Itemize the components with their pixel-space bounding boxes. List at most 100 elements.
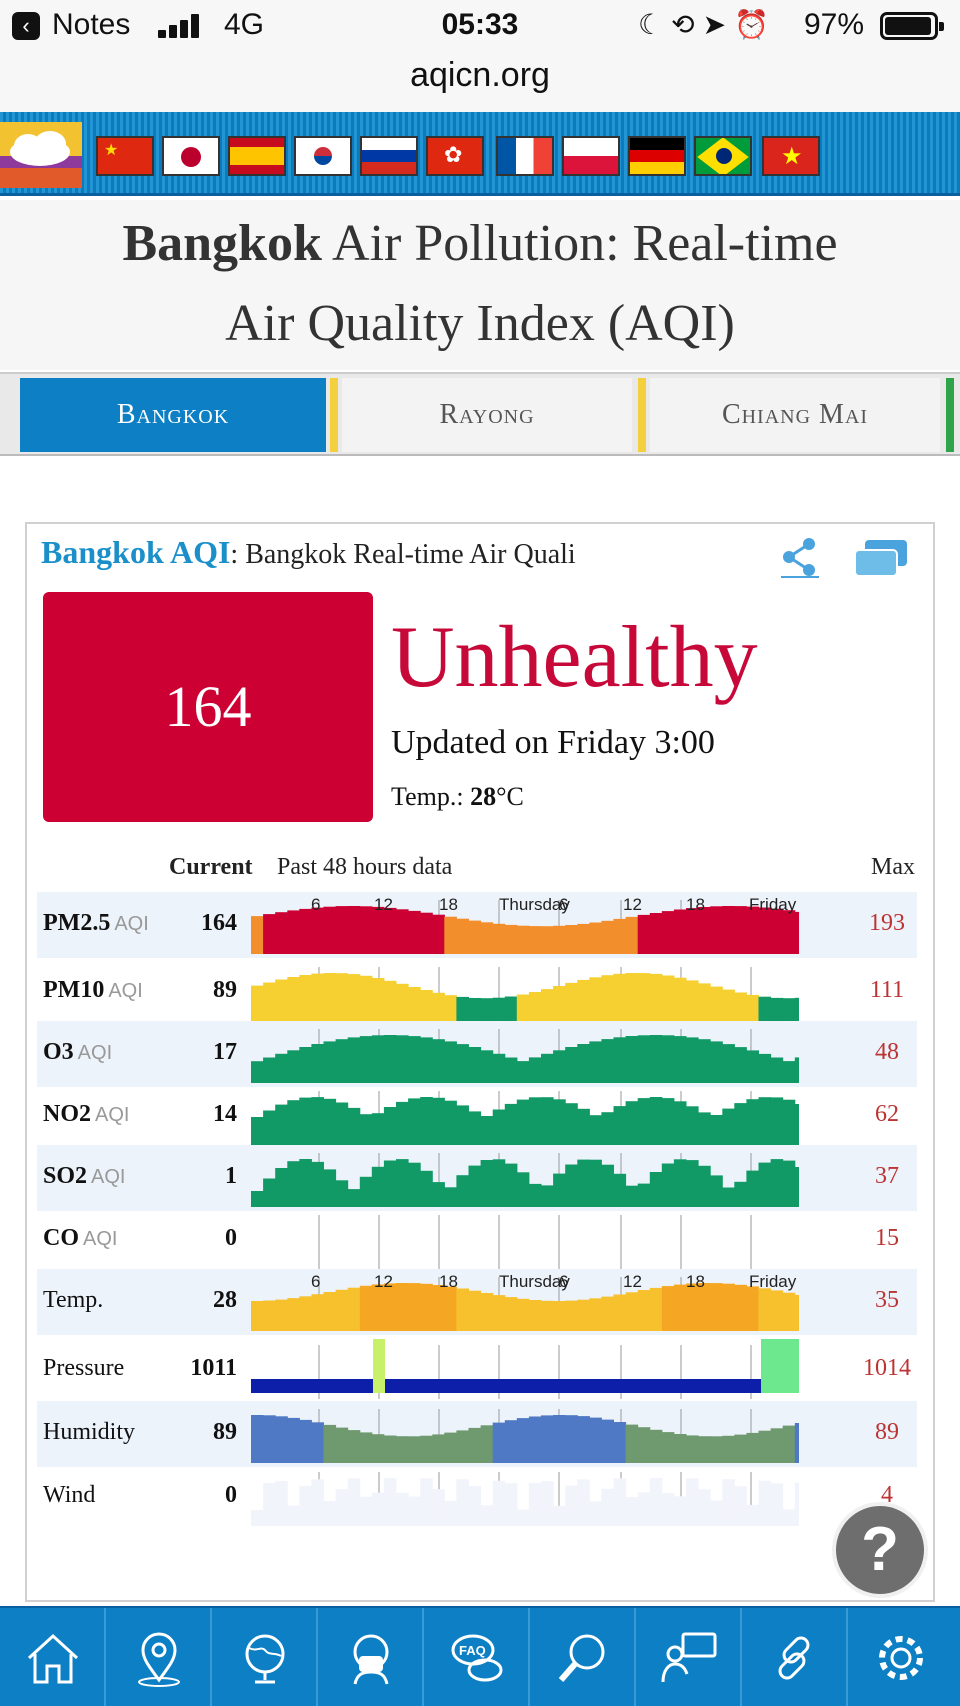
past-header: Past 48 hours data xyxy=(277,854,453,880)
faq-button[interactable]: FAQ xyxy=(424,1608,530,1706)
max-value: 111 xyxy=(869,977,905,1003)
flag-france-icon[interactable] xyxy=(496,136,554,176)
current-value: 89 xyxy=(213,1419,237,1445)
flag-spain-icon[interactable] xyxy=(228,136,286,176)
presenter-button[interactable] xyxy=(636,1608,742,1706)
chart-bar xyxy=(335,1102,349,1145)
back-arrow-icon[interactable]: ‹ xyxy=(12,12,40,40)
chart-bar xyxy=(698,983,711,1021)
chart-bar xyxy=(287,1100,300,1145)
table-row[interactable]: PM10 AQI 89 111 xyxy=(37,959,917,1025)
status-icons: ☾⟲➤⏰ xyxy=(638,9,777,40)
chart-bar xyxy=(565,925,578,954)
chart-bar xyxy=(625,1101,639,1145)
chart-bar xyxy=(299,1485,312,1526)
address-bar-url[interactable]: aqicn.org xyxy=(410,56,550,94)
history-chart[interactable] xyxy=(251,1083,799,1149)
chart-bar xyxy=(335,973,349,1021)
flag-russia-icon[interactable] xyxy=(360,136,418,176)
network-type: 4G xyxy=(224,8,265,41)
chart-bar xyxy=(468,1486,482,1526)
flag-japan-icon[interactable] xyxy=(162,136,220,176)
chart-bar xyxy=(722,1479,735,1526)
help-button[interactable]: ? xyxy=(832,1502,928,1598)
chart-bar xyxy=(613,1037,627,1083)
table-row[interactable]: Humidity 89 89 xyxy=(37,1401,917,1467)
flag-germany-icon[interactable] xyxy=(628,136,686,176)
chart-bar xyxy=(492,923,506,954)
share-icon[interactable] xyxy=(779,536,821,578)
chart-bar xyxy=(613,1422,627,1463)
aqi-widget: Bangkok AQI: Bangkok Real-time Air Quali… xyxy=(25,522,935,1602)
chart-bar xyxy=(528,1183,542,1207)
globe-button[interactable] xyxy=(212,1608,318,1706)
chart-bar xyxy=(456,1288,469,1331)
flag-hongkong-icon[interactable] xyxy=(426,136,484,176)
history-chart[interactable] xyxy=(251,1207,799,1273)
chart-bar xyxy=(468,1111,482,1145)
chart-bar xyxy=(492,1422,506,1463)
flag-poland-icon[interactable] xyxy=(562,136,620,176)
table-row[interactable]: Wind 0 4 xyxy=(37,1464,917,1530)
location-button[interactable] xyxy=(106,1608,212,1706)
row-label: PM10 AQI xyxy=(43,977,143,1003)
chart-bar xyxy=(758,1053,772,1083)
settings-button[interactable] xyxy=(848,1608,954,1706)
table-row[interactable]: CO AQI 0 15 xyxy=(37,1207,917,1273)
tab-chiang-mai[interactable]: Chiang Mai xyxy=(650,378,940,452)
page-title-line2: Air Quality Index (AQI) xyxy=(225,295,735,352)
chart-bar xyxy=(577,1108,590,1145)
history-chart[interactable] xyxy=(251,1464,799,1530)
history-chart[interactable] xyxy=(251,1401,799,1467)
history-chart[interactable] xyxy=(251,1337,799,1403)
max-value: 193 xyxy=(869,910,905,936)
chart-bar xyxy=(686,1106,699,1145)
table-row[interactable]: PM2.5 AQI 164 6 12 18 Thursday 6 12 18 Friday 193 xyxy=(37,892,917,958)
table-row[interactable]: O3 AQI 17 48 xyxy=(37,1021,917,1087)
chart-bar xyxy=(432,914,445,954)
home-button[interactable] xyxy=(0,1608,106,1706)
chart-bar xyxy=(565,1300,578,1331)
chart-bar xyxy=(577,1299,590,1331)
flag-brazil-icon[interactable] xyxy=(694,136,752,176)
table-row[interactable]: Pressure 1011 1014 xyxy=(37,1337,917,1403)
chart-bar xyxy=(734,1047,747,1083)
chart-bar xyxy=(516,1099,530,1145)
tab-bangkok[interactable]: Bangkok xyxy=(20,378,326,452)
chart-bar xyxy=(347,1107,361,1145)
table-row[interactable]: SO2 AQI 1 37 xyxy=(37,1145,917,1211)
history-chart[interactable] xyxy=(251,1021,799,1087)
back-app-label[interactable]: Notes xyxy=(52,8,131,41)
chart-bar xyxy=(673,1159,687,1207)
chart-bar xyxy=(589,1159,602,1207)
chart-bar xyxy=(420,1037,433,1083)
chart-bar xyxy=(698,1436,711,1463)
mask-button[interactable] xyxy=(318,1608,424,1706)
history-chart[interactable] xyxy=(251,959,799,1025)
flag-korea-icon[interactable] xyxy=(294,136,352,176)
location-arrow-icon: ➤ xyxy=(702,9,735,40)
link-button[interactable] xyxy=(742,1608,848,1706)
flag-vietnam-icon[interactable] xyxy=(762,136,820,176)
max-value: 62 xyxy=(875,1101,899,1127)
chart-bar xyxy=(432,1039,445,1083)
chart-bar xyxy=(516,1418,530,1463)
flag-china-icon[interactable] xyxy=(96,136,154,176)
tab-rayong[interactable]: Rayong xyxy=(342,378,632,452)
widget-city[interactable]: Bangkok AQI xyxy=(41,534,231,570)
chart-bar xyxy=(371,906,385,954)
search-button[interactable] xyxy=(530,1608,636,1706)
chart-bar xyxy=(698,1489,711,1526)
table-row[interactable]: NO2 AQI 14 62 xyxy=(37,1083,917,1149)
chart-bar xyxy=(456,1479,469,1526)
aqicn-logo-icon[interactable] xyxy=(0,122,82,188)
chart-bar xyxy=(589,1041,602,1083)
history-chart[interactable] xyxy=(251,1145,799,1211)
chart-bar xyxy=(722,1108,735,1145)
chart-bar xyxy=(432,1182,445,1207)
widget-window-icon[interactable] xyxy=(853,538,909,578)
table-row[interactable]: Temp. 28 6 12 18 Thursday 6 12 18 Friday 35 xyxy=(37,1269,917,1335)
chart-bar xyxy=(299,1296,312,1331)
